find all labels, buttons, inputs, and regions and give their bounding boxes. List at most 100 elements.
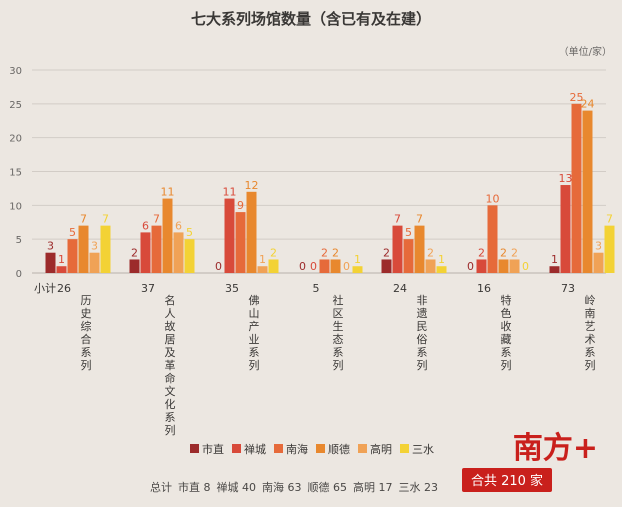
category-label-char: 列 bbox=[249, 358, 260, 372]
bar-value-label: 7 bbox=[153, 213, 160, 226]
category-label-char: 非 bbox=[417, 294, 428, 307]
category-label-char: 术 bbox=[585, 333, 596, 346]
y-tick-label: 20 bbox=[9, 134, 22, 145]
legend-label: 禅城 bbox=[244, 442, 266, 456]
category-label-char: 俗 bbox=[417, 333, 428, 346]
bar-value-label: 12 bbox=[245, 179, 259, 192]
bar-value-label: 7 bbox=[394, 213, 401, 226]
bar-value-label: 25 bbox=[570, 91, 584, 104]
legend-swatch bbox=[400, 444, 409, 453]
legend-label: 市直 bbox=[202, 442, 224, 456]
category-label-char: 名 bbox=[165, 293, 176, 307]
totals-prefix: 总计 bbox=[150, 480, 172, 494]
y-tick-label: 30 bbox=[9, 66, 22, 77]
subtotal-prefix: 小计 bbox=[34, 282, 56, 295]
category-label-char: 系 bbox=[81, 346, 92, 359]
category-label-char: 产 bbox=[249, 319, 260, 333]
category-label-char: 系 bbox=[501, 346, 512, 359]
category-label-char: 革 bbox=[165, 358, 176, 372]
legend-swatch bbox=[232, 444, 241, 453]
category-label-char: 综 bbox=[81, 319, 92, 333]
category-label-char: 艺 bbox=[585, 320, 596, 333]
category-subtotal: 24 bbox=[393, 282, 407, 295]
y-tick-label: 0 bbox=[16, 269, 22, 280]
bar-value-label: 7 bbox=[80, 213, 87, 226]
category-subtotal: 73 bbox=[561, 282, 575, 295]
category-label-char: 遗 bbox=[417, 306, 428, 320]
bar bbox=[257, 266, 268, 273]
category-label-char: 系 bbox=[165, 411, 176, 424]
category-label-char: 区 bbox=[333, 307, 344, 320]
category-label-char: 系 bbox=[585, 346, 596, 359]
bar-value-label: 11 bbox=[223, 186, 237, 199]
bar-value-label: 5 bbox=[405, 226, 412, 239]
bar-value-label: 1 bbox=[438, 253, 445, 266]
chart-title: 七大系列场馆数量（含已有及在建） bbox=[191, 10, 431, 28]
category-label-char: 收 bbox=[501, 319, 512, 333]
category-label-char: 藏 bbox=[501, 333, 512, 346]
category-label-char: 特 bbox=[501, 293, 512, 307]
category-labels: 26历史综合系列37名人故居及革命文化系列35佛山产业系列5社区生态系列24非遗… bbox=[34, 282, 596, 437]
category-label-char: 佛 bbox=[249, 294, 260, 307]
bar-value-label: 3 bbox=[595, 240, 602, 253]
category-label-char: 史 bbox=[81, 307, 92, 320]
bar bbox=[604, 225, 615, 273]
category-label-char: 历 bbox=[81, 294, 92, 307]
bar bbox=[129, 259, 140, 273]
bar bbox=[78, 225, 89, 273]
bar-value-label: 1 bbox=[551, 253, 558, 266]
bar-value-label: 9 bbox=[237, 199, 244, 212]
bar-value-label: 2 bbox=[270, 246, 277, 259]
legend-swatch bbox=[358, 444, 367, 453]
bar-value-label: 2 bbox=[332, 246, 339, 259]
legend-label: 顺德 bbox=[328, 442, 350, 456]
bar-value-label: 0 bbox=[522, 260, 529, 273]
category-label-char: 列 bbox=[81, 358, 92, 372]
bar bbox=[235, 212, 246, 273]
bar bbox=[246, 191, 257, 273]
legend: 市直 禅城 南海 顺德 高明 三水 bbox=[190, 442, 434, 456]
bar-value-label: 3 bbox=[47, 240, 54, 253]
bar-value-label: 7 bbox=[416, 213, 423, 226]
legend-swatch bbox=[190, 444, 199, 453]
bar bbox=[319, 259, 330, 273]
bar-value-label: 0 bbox=[467, 260, 474, 273]
bar bbox=[151, 225, 162, 273]
category-label-char: 业 bbox=[249, 333, 260, 346]
bar-value-label: 1 bbox=[354, 253, 361, 266]
bar bbox=[330, 259, 341, 273]
bar bbox=[268, 259, 279, 273]
category-subtotal: 16 bbox=[477, 282, 491, 295]
category-label-char: 及 bbox=[165, 346, 176, 359]
legend-label: 三水 bbox=[412, 443, 434, 456]
bar bbox=[56, 266, 67, 273]
legend-label: 南海 bbox=[286, 442, 308, 456]
category-label-char: 系 bbox=[333, 346, 344, 359]
bar bbox=[498, 259, 509, 273]
bar bbox=[403, 239, 414, 273]
category-label-char: 列 bbox=[501, 358, 512, 372]
total-entry: 高明 17 bbox=[353, 480, 393, 494]
category-label-char: 合 bbox=[81, 332, 92, 346]
bar-value-label: 2 bbox=[478, 246, 485, 259]
bar bbox=[162, 198, 173, 273]
legend-swatch bbox=[316, 444, 325, 453]
category-label-char: 列 bbox=[333, 358, 344, 372]
bar bbox=[140, 232, 151, 273]
bar-value-label: 2 bbox=[500, 246, 507, 259]
category-label-char: 化 bbox=[165, 397, 176, 411]
total-entry: 三水 23 bbox=[399, 481, 439, 494]
bar-value-label: 0 bbox=[299, 260, 306, 273]
bar-value-label: 24 bbox=[581, 98, 595, 111]
bar-value-label: 13 bbox=[559, 172, 573, 185]
chart-grid bbox=[32, 69, 606, 274]
bar-value-label: 2 bbox=[131, 246, 138, 259]
bar bbox=[45, 252, 56, 273]
bar-value-label: 6 bbox=[142, 219, 149, 232]
category-label-char: 岭 bbox=[585, 293, 596, 307]
bar bbox=[67, 239, 78, 273]
total-entry: 南海 63 bbox=[262, 480, 302, 494]
category-label-char: 态 bbox=[333, 333, 344, 346]
